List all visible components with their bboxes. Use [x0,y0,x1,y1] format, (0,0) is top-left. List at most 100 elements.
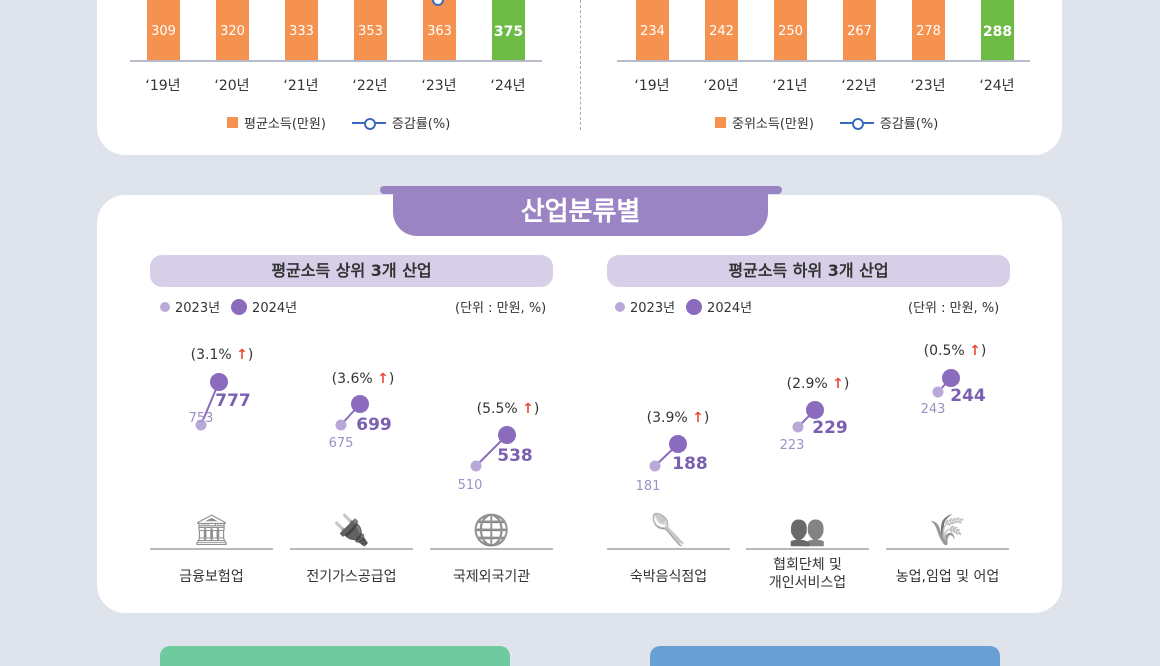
next-section-tab-green [160,646,510,666]
chart-divider [580,0,581,130]
industry-label: 국제외국기관 [452,569,531,585]
legend-label: 중위소득(만원) [732,117,814,132]
plug-leaf-icon: 🔌 [290,506,413,550]
bar: 375 [492,0,525,60]
bar-value-label: 288 [982,24,1013,40]
increase-rate-point [432,0,444,6]
legend-2023-dot [615,301,625,312]
change-value: (3.6% [331,371,373,387]
up-arrow-icon: ↑ [969,343,981,359]
top3-header: 평균소득 상위 3개 산업 [150,255,553,287]
income-trend-card [97,0,1062,155]
value-2023: 753 [188,411,214,426]
industry-label: 금융보험업 [179,569,244,585]
legend-label: 2024년 [707,301,753,316]
paren: ) [247,347,254,363]
bar: 363 [423,0,456,60]
bar-value-label: 250 [778,24,803,39]
x-tick-label: ‘23년 [910,78,946,94]
paren: ) [533,401,540,417]
x-tick-label: ‘19년 [634,78,670,94]
change-value: (2.9% [786,376,828,392]
bank-icon: 🏛 [150,506,273,550]
change-value: (0.5% [923,343,965,359]
change-label: (5.5% ↑) [477,401,540,417]
x-tick-label: ‘24년 [979,78,1015,94]
bar-value-label: 267 [847,24,872,39]
bar: 278 [912,0,945,60]
point-2024 [498,426,516,444]
bar-value-label: 353 [358,24,383,39]
bar: 320 [216,0,249,60]
change-label: (3.1% ↑) [191,347,254,363]
x-axis-baseline [617,60,1030,62]
bar: 242 [705,0,738,60]
point-2023 [470,460,482,472]
bar-value-label: 320 [220,24,245,39]
x-axis-baseline [130,60,542,62]
paren: ) [388,371,395,387]
bar: 333 [285,0,318,60]
point-2023 [195,419,207,431]
legend-label: 증감률(%) [879,117,939,132]
legend-2023-dot [160,301,170,312]
point-2024 [806,401,824,419]
point-2023 [335,419,347,431]
bar-value-label: 333 [289,24,314,39]
unit-label: (단위 : 만원, %) [455,301,547,316]
up-arrow-icon: ↑ [692,410,704,426]
value-2023: 510 [457,478,483,493]
up-arrow-icon: ↑ [832,376,844,392]
value-2023: 243 [920,402,946,417]
value-2024: 229 [812,418,848,438]
industry-label: 숙박음식점업 [629,569,708,585]
value-2024: 244 [950,386,986,406]
change-label: (0.5% ↑) [924,343,987,359]
bar-value-label: 363 [427,24,452,39]
dot-legend-right: 2023년 2024년 [615,297,752,316]
x-tick-label: ‘22년 [841,78,877,94]
x-tick-label: ‘20년 [214,78,250,94]
point-2023 [792,421,804,433]
bar-value-label: 234 [640,24,665,39]
bottom3-header: 평균소득 하위 3개 산업 [607,255,1010,287]
section-title: 산업분류별 [393,190,768,236]
x-tick-label: ‘21년 [772,78,808,94]
paren: ) [980,343,987,359]
legend-label: 평균소득(만원) [244,117,326,132]
change-value: (3.1% [190,347,232,363]
value-2024: 538 [497,446,533,466]
bar-value-label: 375 [493,24,524,40]
industry-label: 전기가스공급업 [306,569,397,585]
value-2024: 699 [356,415,392,435]
value-2024: 777 [215,391,251,411]
x-tick-label: ‘23년 [421,78,457,94]
dot-legend-left: 2023년 2024년 [160,297,297,316]
bar: 288 [981,0,1014,60]
bar: 250 [774,0,807,60]
up-arrow-icon: ↑ [377,371,389,387]
bar: 353 [354,0,387,60]
legend-label: 증감률(%) [391,117,451,132]
x-tick-label: ‘21년 [283,78,319,94]
industry-label: 농업,임업 및 어업 [895,569,1000,585]
legend-line-icon [839,117,874,130]
industry-label: 협회단체 및 개인서비스업 [768,557,847,591]
change-label: (3.9% ↑) [647,410,710,426]
legend-line-icon [351,117,386,130]
legend-2024-dot [231,298,248,315]
unit-label: (단위 : 만원, %) [908,301,1000,316]
globe-icon: 🌐 [430,506,553,550]
change-label: (3.6% ↑) [332,371,395,387]
legend-left: 평균소득(만원) 증감률(%) [227,113,450,132]
x-tick-label: ‘22년 [352,78,388,94]
legend-label: 2024년 [252,301,298,316]
next-section-tab-blue [650,646,1000,666]
value-2023: 675 [328,436,354,451]
change-value: (3.9% [646,410,688,426]
legend-bar-swatch [715,117,726,128]
change-label: (2.9% ↑) [787,376,850,392]
point-2024 [351,395,369,413]
bar-value-label: 309 [151,24,176,39]
value-2023: 223 [779,438,805,453]
